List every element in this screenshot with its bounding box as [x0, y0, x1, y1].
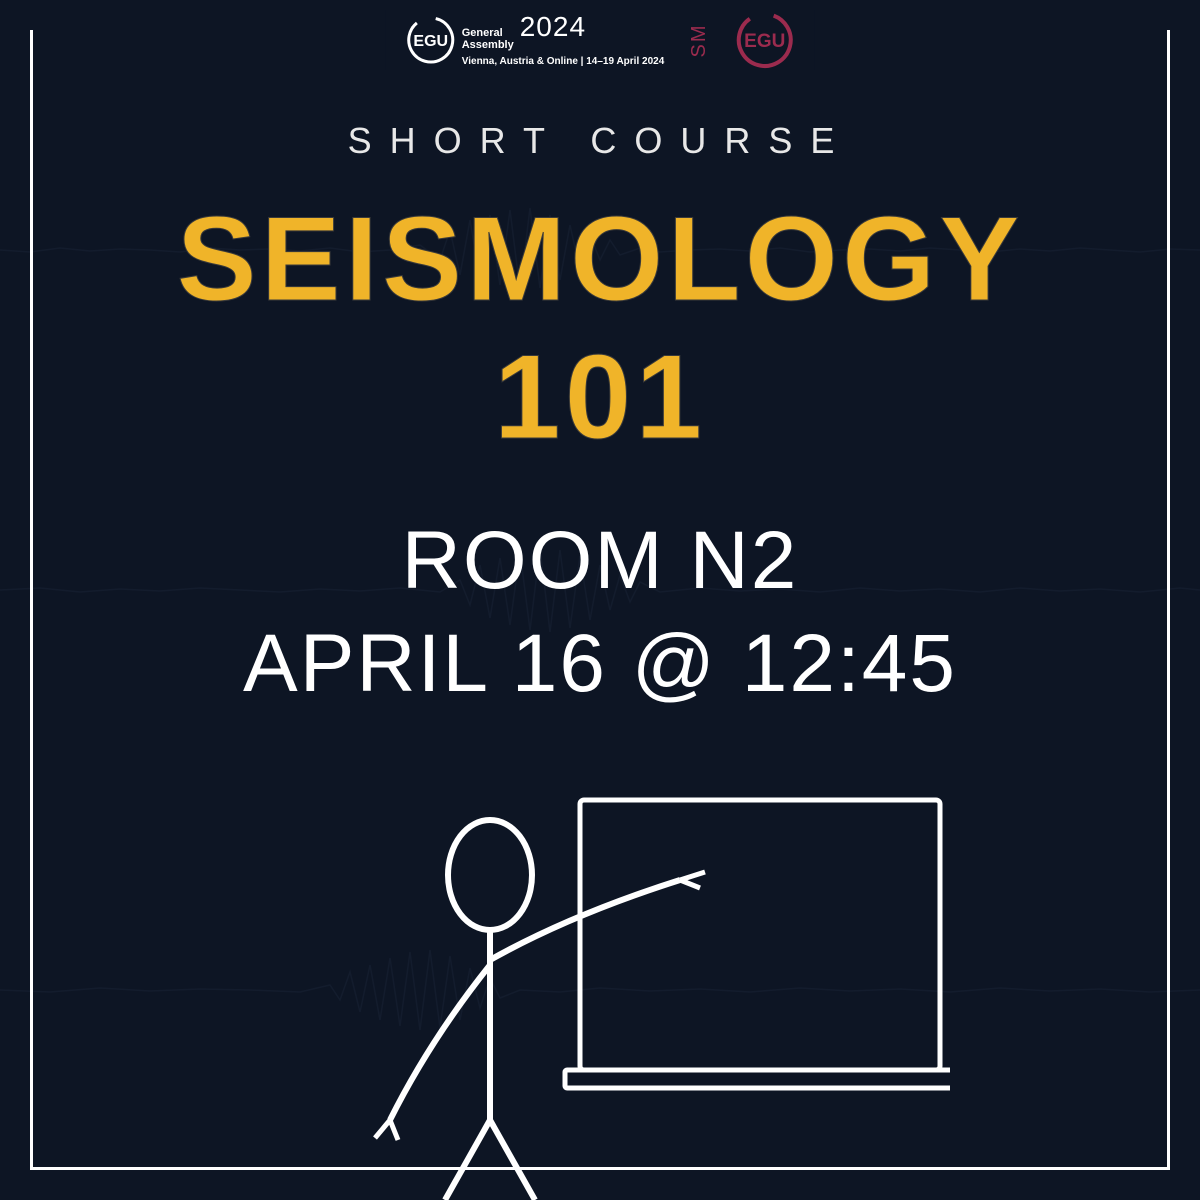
svg-text:EGU: EGU: [744, 31, 785, 52]
title-line-1: SEISMOLOGY: [0, 190, 1200, 328]
course-title: SEISMOLOGY 101: [0, 190, 1200, 466]
svg-text:EGU: EGU: [413, 33, 448, 50]
egu-secondary-logo-icon: EGU: [734, 10, 794, 70]
event-details: ROOM N2 APRIL 16 @ 12:45: [0, 510, 1200, 715]
datetime-label: APRIL 16 @ 12:45: [0, 613, 1200, 716]
logo-label-bottom: Assembly: [462, 39, 514, 51]
egu-assembly-logo: EGU General Assembly 2024 Vienna, Austri…: [406, 13, 665, 67]
header-logos: EGU General Assembly 2024 Vienna, Austri…: [386, 10, 815, 70]
logo-label-top: General: [462, 27, 514, 39]
overline-label: SHORT COURSE: [0, 120, 1200, 162]
event-subline: Vienna, Austria & Online | 14–19 April 2…: [462, 57, 665, 67]
event-year: 2024: [520, 13, 586, 41]
teacher-illustration: [250, 760, 950, 1200]
room-label: ROOM N2: [0, 510, 1200, 613]
title-line-2: 101: [0, 328, 1200, 466]
egu-logo-icon: EGU: [406, 15, 456, 65]
sm-label: SM: [688, 23, 711, 57]
